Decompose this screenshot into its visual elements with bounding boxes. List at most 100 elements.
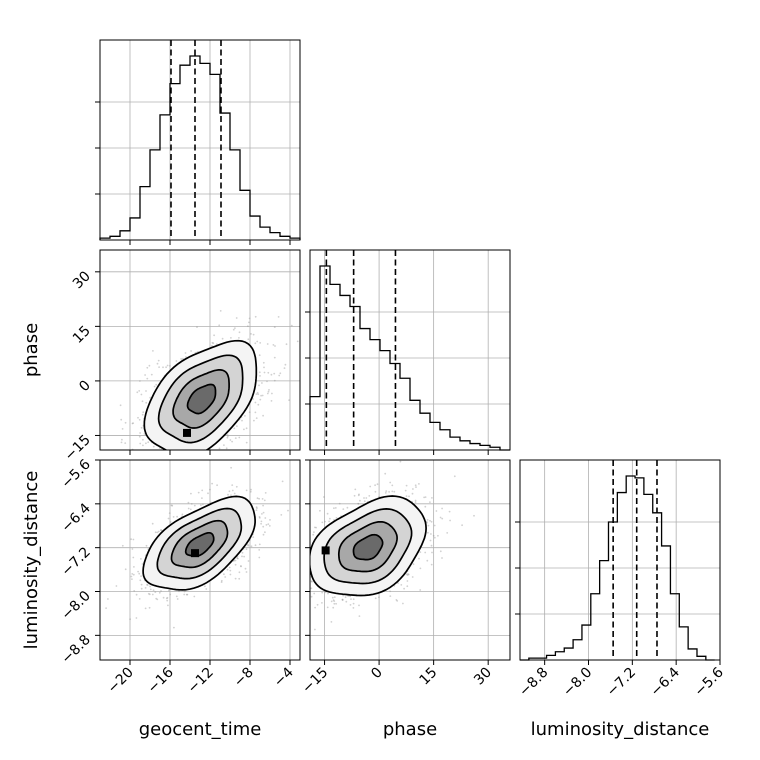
sample-point <box>166 596 169 599</box>
sample-point <box>433 536 436 539</box>
sample-point <box>277 316 280 318</box>
contour-line <box>184 531 215 557</box>
sample-point <box>138 572 141 575</box>
sample-point <box>310 580 313 582</box>
sample-point <box>342 508 345 510</box>
sample-point <box>229 569 232 572</box>
sample-point <box>159 529 162 532</box>
sample-point <box>332 599 335 601</box>
axes-frame <box>309 249 511 451</box>
sample-point <box>234 563 237 566</box>
contour-line <box>143 339 258 450</box>
sample-point <box>142 444 144 447</box>
sample-point <box>259 375 261 377</box>
sample-point <box>261 394 264 397</box>
sample-point <box>144 587 147 589</box>
sample-point <box>241 555 243 558</box>
sample-point <box>227 435 229 437</box>
sample-point <box>256 507 258 510</box>
sample-point <box>227 493 229 496</box>
sample-point <box>430 544 433 547</box>
sample-point <box>430 563 433 566</box>
sample-point <box>234 577 237 580</box>
sample-point <box>229 573 232 576</box>
sample-point <box>139 442 142 445</box>
sample-point <box>140 558 142 560</box>
sample-point <box>256 340 259 343</box>
sample-point <box>120 441 123 444</box>
sample-point <box>158 591 161 594</box>
sample-point <box>393 490 396 493</box>
sample-point <box>235 317 238 319</box>
sample-point <box>254 342 257 345</box>
sample-point <box>211 482 214 485</box>
sample-point <box>332 606 335 609</box>
sample-point <box>120 418 123 421</box>
sample-point <box>170 504 173 507</box>
sample-point <box>144 607 147 610</box>
sample-point <box>357 502 360 505</box>
sample-point <box>204 585 206 588</box>
sample-point <box>182 357 184 360</box>
sample-point <box>152 350 154 352</box>
sample-point <box>262 414 264 417</box>
sample-point <box>255 417 258 419</box>
sample-point <box>138 435 141 438</box>
sample-point <box>330 600 333 603</box>
sample-point <box>162 596 165 599</box>
sample-point <box>247 543 249 546</box>
sample-point <box>328 520 330 523</box>
sample-point <box>151 522 154 525</box>
sample-point <box>132 422 135 424</box>
sample-point <box>137 416 139 419</box>
sample-point <box>354 488 357 491</box>
sample-point <box>429 501 431 503</box>
sample-point <box>167 604 169 607</box>
sample-point <box>176 598 179 600</box>
sample-point <box>365 497 368 499</box>
sample-point <box>236 557 239 559</box>
sample-point <box>140 426 143 429</box>
sample-point <box>261 513 263 515</box>
sample-point <box>197 491 200 494</box>
sample-point <box>389 590 391 593</box>
sample-point <box>238 331 241 334</box>
sample-point <box>435 510 438 512</box>
sample-point <box>201 489 204 492</box>
sample-point <box>139 579 142 582</box>
sample-point <box>165 366 168 369</box>
sample-point <box>461 524 463 527</box>
histogram-geocent-time <box>95 39 301 245</box>
sample-point <box>190 503 193 505</box>
sample-point <box>406 585 409 588</box>
sample-point <box>141 400 144 403</box>
sample-point <box>414 484 417 487</box>
sample-point <box>350 598 352 600</box>
sample-point <box>140 583 143 586</box>
sample-point <box>346 506 349 509</box>
sample-point <box>131 573 134 575</box>
sample-point <box>236 425 238 427</box>
sample-point <box>183 590 186 593</box>
sample-point <box>138 418 141 421</box>
sample-point <box>146 583 148 586</box>
sample-point <box>132 573 135 576</box>
sample-point <box>426 559 429 562</box>
sample-point <box>396 600 399 602</box>
sample-point <box>432 534 435 537</box>
sample-point <box>429 519 431 522</box>
sample-point <box>132 556 135 559</box>
contour-line <box>170 519 229 569</box>
sample-point <box>424 505 427 508</box>
sample-point <box>268 389 270 391</box>
x-tick-label: −8.0 <box>560 665 595 700</box>
sample-point <box>145 442 147 445</box>
sample-point <box>388 491 390 493</box>
x-axis-label-phase: phase <box>383 719 437 740</box>
sample-point <box>149 396 152 399</box>
sample-point <box>160 590 162 592</box>
sample-point <box>296 340 299 343</box>
sample-point <box>218 447 221 450</box>
sample-point <box>358 604 360 607</box>
sample-point <box>238 577 241 580</box>
